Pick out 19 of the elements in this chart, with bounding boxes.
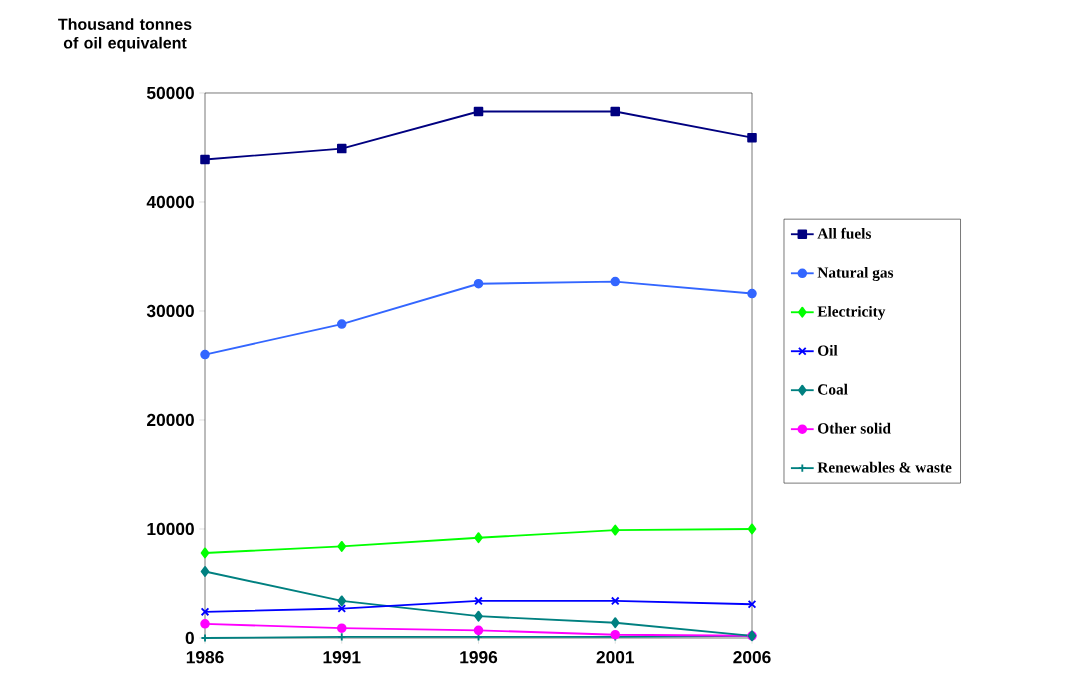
x-tick-label: 1986 <box>186 651 224 664</box>
y-tick-label: 40000 <box>146 195 194 209</box>
legend-label: Coal <box>818 383 848 395</box>
legend-label: Other solid <box>818 422 891 434</box>
legend-label: Electricity <box>817 305 886 320</box>
y-tick-label: 50000 <box>146 86 194 100</box>
y-tick-label: 10000 <box>147 522 194 536</box>
legend-label: Renewables & waste <box>817 461 952 473</box>
y-tick-label: 0 <box>185 631 194 645</box>
x-tick-label: 1991 <box>323 651 361 664</box>
x-tick-label: 2006 <box>733 651 771 664</box>
x-tick-label: 2001 <box>596 651 635 664</box>
y-axis-title: Thousand tonnes of oil equivalent <box>58 18 192 52</box>
legend-label: All fuels <box>817 227 871 239</box>
y-tick-label: 30000 <box>146 304 194 318</box>
y-tick-label: 20000 <box>147 413 194 427</box>
legend-label: Natural gas <box>817 266 894 281</box>
x-tick-label: 1996 <box>460 651 498 664</box>
legend-label: Oil <box>818 344 838 356</box>
